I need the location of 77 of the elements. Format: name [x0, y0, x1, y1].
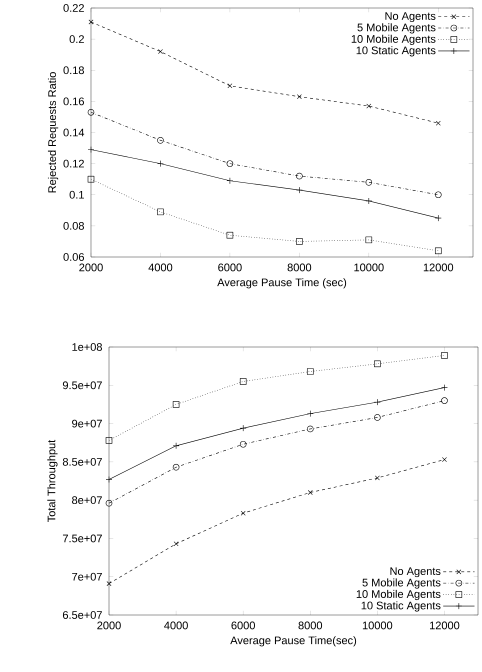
x-axis-title: Average Pause Time(sec) [230, 636, 356, 646]
y-tick-label: 0.18 [63, 66, 84, 74]
legend-label: 10 Static Agents [356, 46, 436, 56]
point [106, 581, 112, 586]
point [441, 397, 448, 404]
x-tick-label: 2000 [97, 622, 121, 630]
point [366, 236, 372, 244]
point [88, 108, 94, 116]
legend-label: 5 Mobile Agents [357, 23, 436, 34]
point [374, 414, 381, 421]
point [158, 49, 163, 54]
x-tick-label: 10000 [362, 622, 392, 630]
y-tick-label: 0.14 [63, 128, 84, 136]
y-tick-label: 8.5e+07 [62, 458, 102, 466]
legend-label: 5 Mobile Agents [362, 578, 440, 589]
point [172, 464, 180, 471]
point [434, 191, 442, 198]
point [106, 500, 112, 507]
y-tick-label: 0.06 [63, 253, 84, 261]
y-tick-label: 1e+08 [72, 343, 102, 351]
x-tick-label: 6000 [218, 264, 242, 272]
point [88, 20, 94, 24]
y-tick-label: 0.08 [63, 222, 84, 230]
x-tick-label: 12000 [424, 264, 454, 272]
point [174, 541, 179, 546]
point [442, 457, 447, 462]
y-tick-label: 0.2 [70, 35, 84, 44]
x-axis-title: Average Pause Time (sec) [217, 278, 346, 288]
y-axis-title: Rejected Requests Ratio [48, 72, 58, 192]
y-tick-label: 6.5e+07 [62, 611, 102, 619]
point [227, 83, 232, 88]
point [366, 179, 372, 186]
point [296, 238, 303, 245]
y-tick-label: 0.22 [63, 4, 84, 12]
y-tick-label: 7e+07 [72, 572, 102, 581]
x-tick-label: 12000 [430, 622, 460, 630]
point [306, 426, 314, 432]
y-tick-label: 0.16 [63, 97, 84, 106]
legend-label: No Agents [385, 12, 436, 22]
y-tick-label: 9.5e+07 [62, 381, 102, 390]
x-tick-label: 10000 [354, 264, 384, 272]
x-tick-label: 4000 [148, 264, 172, 272]
y-tick-label: 8e+07 [72, 496, 102, 504]
point [366, 104, 372, 108]
point [374, 360, 381, 368]
x-tick-label: 2000 [79, 264, 103, 272]
x-tick-label: 4000 [164, 622, 188, 630]
x-tick-label: 8000 [288, 264, 312, 272]
legend-label: 10 Mobile Agents [352, 34, 436, 45]
point [441, 352, 448, 359]
point [374, 476, 380, 480]
y-tick-label: 0.12 [63, 160, 84, 168]
point [308, 490, 313, 495]
point [157, 136, 164, 144]
y-tick-label: 7.5e+07 [62, 534, 102, 542]
y-tick-label: 9e+07 [72, 420, 102, 428]
point [157, 208, 164, 216]
point [226, 232, 234, 239]
point [172, 401, 180, 408]
point [106, 437, 112, 444]
legend-label: 10 Mobile Agents [356, 590, 440, 600]
legend-label: No Agents [390, 567, 440, 578]
point [226, 160, 234, 167]
point [240, 510, 246, 516]
point [436, 120, 441, 126]
point [306, 368, 314, 375]
point [434, 247, 442, 254]
point [240, 378, 246, 385]
legend-label: 10 Static Agents [362, 601, 440, 612]
point [296, 172, 303, 180]
y-tick-label: 0.1 [70, 190, 84, 199]
point [88, 176, 94, 182]
y-axis-title: Total Throughput [47, 440, 58, 522]
x-tick-label: 6000 [232, 622, 255, 630]
point [240, 440, 246, 448]
x-tick-label: 8000 [298, 622, 322, 630]
point [296, 94, 302, 100]
